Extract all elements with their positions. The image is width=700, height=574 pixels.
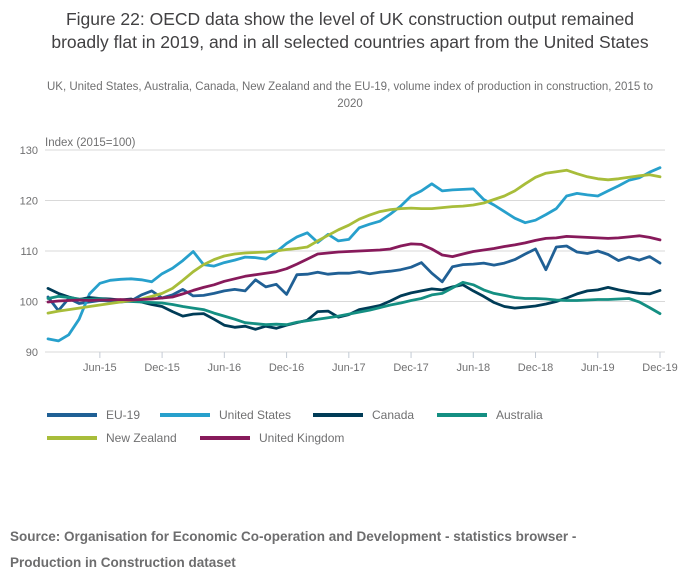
chart-title: Figure 22: OECD data show the level of U…: [51, 9, 649, 52]
legend-label: EU-19: [106, 408, 141, 422]
x-tick-label: Dec-16: [269, 362, 304, 374]
series-line-united-states: [46, 166, 662, 343]
chart-canvas: 90 100 110 120 130 Index (2015=100) Jun-15 Dec-…: [20, 137, 678, 374]
y-tick-label: 100: [20, 297, 38, 309]
y-tick-label: 110: [20, 246, 38, 258]
y-axis-title: Index (2015=100): [45, 137, 136, 149]
y-tick-label: 120: [20, 196, 38, 208]
legend-item-united-kingdom: United Kingdom: [200, 431, 344, 445]
legend-label: Canada: [372, 408, 415, 422]
x-tick-label: Jun-16: [208, 362, 242, 374]
series-line-united-kingdom: [46, 234, 662, 304]
x-tick-label: Dec-15: [144, 362, 179, 374]
x-tick-label: Jun-18: [456, 362, 490, 374]
chart-legend: EU-19 United States Canada Australia New Zea…: [0, 400, 700, 462]
legend-label: Australia: [496, 408, 543, 422]
x-tick-label: Jun-19: [581, 362, 615, 374]
series-line-australia: [46, 280, 662, 327]
series-line-eu-19: [46, 244, 662, 313]
x-tick-label: Dec-19: [642, 362, 677, 374]
chart-subtitle: UK, United States, Australia, Canada, Ne…: [46, 81, 654, 110]
source-note: Source: Organisation for Economic Co-ope…: [10, 528, 577, 570]
legend-item-eu-19: EU-19: [47, 408, 140, 422]
x-tick-label: Jun-15: [83, 362, 117, 374]
legend-swatch: [47, 436, 97, 440]
legend-item-australia: Australia: [437, 408, 543, 422]
legend-item-canada: Canada: [313, 408, 414, 422]
legend-item-united-states: United States: [160, 408, 291, 422]
x-tick-label: Jun-17: [332, 362, 366, 374]
series-line-canada: [46, 283, 662, 331]
y-tick-label: 90: [26, 347, 38, 359]
legend-swatch: [47, 413, 97, 417]
y-tick-label: 130: [20, 145, 38, 157]
legend-label: New Zealand: [106, 431, 177, 445]
legend-item-new-zealand: New Zealand: [47, 431, 177, 445]
series-line-new-zealand: [46, 168, 662, 315]
legend-swatch: [313, 413, 363, 417]
x-tick-label: Dec-17: [393, 362, 428, 374]
legend-swatch: [160, 413, 210, 417]
legend-swatch: [437, 413, 487, 417]
x-tick-label: Dec-18: [518, 362, 553, 374]
legend-label: United Kingdom: [259, 431, 345, 445]
legend-label: United States: [219, 408, 292, 422]
legend-swatch: [200, 436, 250, 440]
